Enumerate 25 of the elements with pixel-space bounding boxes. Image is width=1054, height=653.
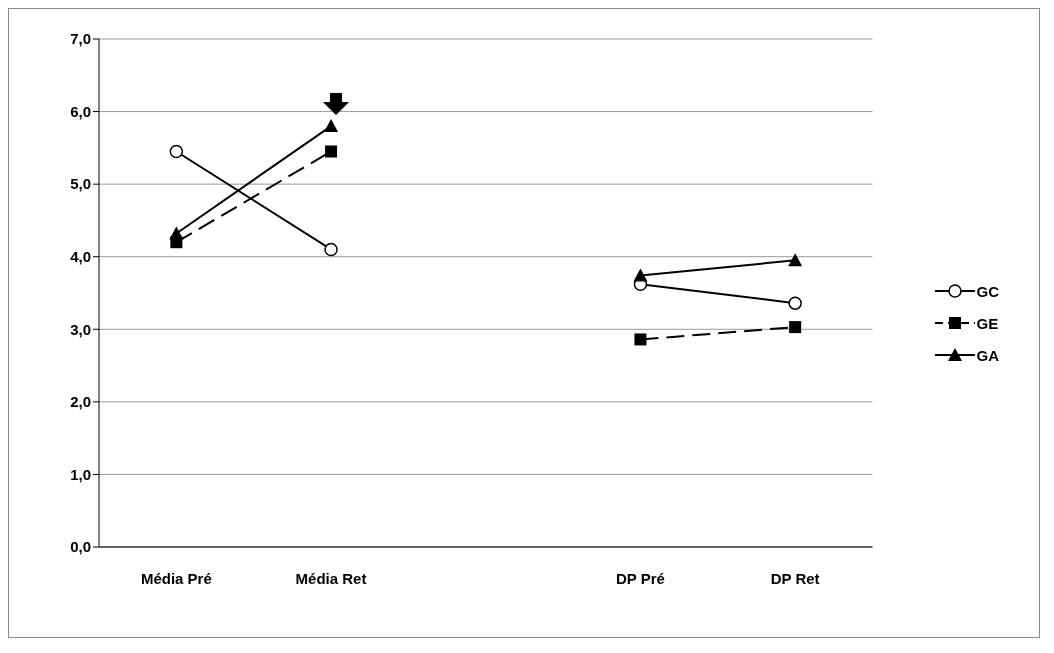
point bbox=[789, 321, 802, 334]
y-tick-label: 2,0 bbox=[70, 393, 91, 411]
y-tick-label: 5,0 bbox=[70, 175, 91, 193]
point bbox=[634, 333, 647, 346]
legend-label: GA bbox=[976, 346, 999, 364]
point bbox=[325, 145, 338, 158]
point bbox=[788, 296, 802, 310]
y-tick-label: 6,0 bbox=[70, 102, 91, 120]
point bbox=[324, 119, 339, 133]
x-tick-label: Média Pré bbox=[140, 569, 212, 587]
y-tick-label: 0,0 bbox=[70, 538, 91, 556]
legend-label: GC bbox=[976, 282, 999, 300]
point bbox=[324, 242, 338, 257]
legend-label: GE bbox=[976, 314, 999, 332]
x-tick-label: DP Ret bbox=[770, 569, 820, 587]
y-tick-label: 7,0 bbox=[70, 30, 91, 48]
point bbox=[169, 226, 184, 240]
y-tick-label: 3,0 bbox=[70, 320, 91, 338]
point bbox=[633, 268, 648, 282]
y-tick-label: 1,0 bbox=[70, 465, 91, 483]
x-tick-label: DP Pré bbox=[615, 569, 665, 587]
point bbox=[788, 253, 803, 267]
y-tick-label: 4,0 bbox=[70, 248, 91, 266]
point bbox=[169, 144, 184, 159]
x-tick-label: Média Ret bbox=[295, 569, 367, 587]
